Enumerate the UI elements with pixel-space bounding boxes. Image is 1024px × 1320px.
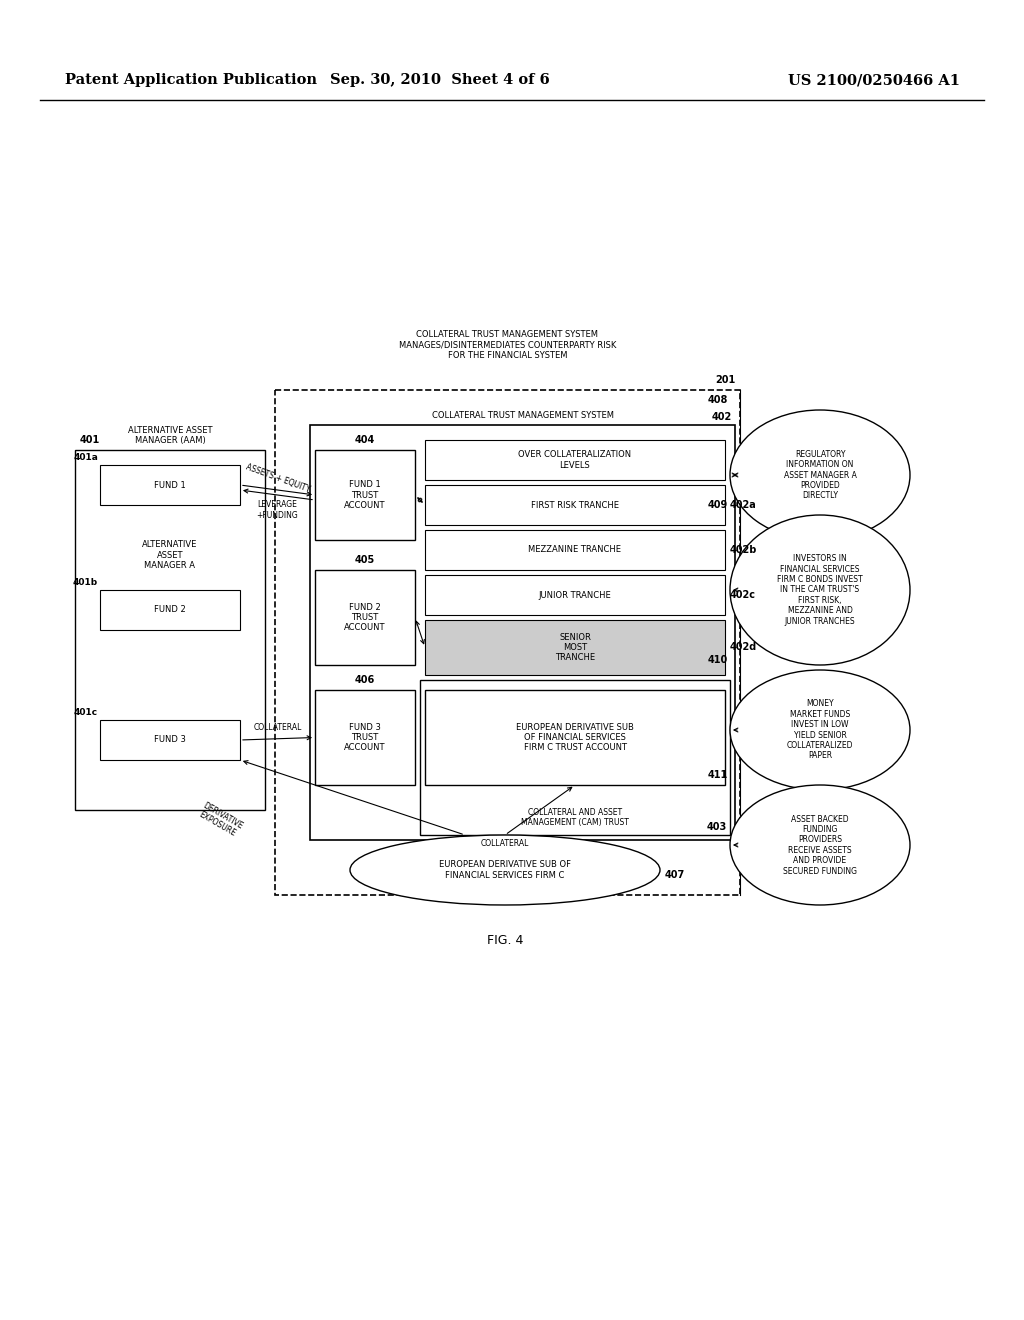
Text: ALTERNATIVE ASSET
MANAGER (AAM): ALTERNATIVE ASSET MANAGER (AAM) [128,425,212,445]
Text: REGULATORY
INFORMATION ON
ASSET MANAGER A
PROVIDED
DIRECTLY: REGULATORY INFORMATION ON ASSET MANAGER … [783,450,856,500]
Text: FUND 2
TRUST
ACCOUNT: FUND 2 TRUST ACCOUNT [344,603,386,632]
Bar [425,620,725,675]
Text: 401c: 401c [74,708,98,717]
Text: 410: 410 [708,655,728,665]
Text: OVER COLLATERALIZATION
LEVELS: OVER COLLATERALIZATION LEVELS [518,450,632,470]
Bar [275,389,740,895]
Text: COLLATERAL: COLLATERAL [481,840,529,847]
Bar [315,690,415,785]
Text: 405: 405 [355,554,375,565]
Text: US 2100/0250466 A1: US 2100/0250466 A1 [788,73,961,87]
Bar [425,576,725,615]
Ellipse shape [730,671,910,789]
Text: 408: 408 [708,395,728,405]
Text: ASSET BACKED
FUNDING
PROVIDERS
RECEIVE ASSETS
AND PROVIDE
SECURED FUNDING: ASSET BACKED FUNDING PROVIDERS RECEIVE A… [783,814,857,875]
Ellipse shape [730,515,910,665]
Ellipse shape [350,836,660,906]
Bar [425,690,725,785]
Text: 409: 409 [708,500,728,510]
Text: LEVERAGE
+FUNDING: LEVERAGE +FUNDING [257,500,298,520]
Text: FUND 3
TRUST
ACCOUNT: FUND 3 TRUST ACCOUNT [344,722,386,752]
Bar [315,450,415,540]
Text: 401a: 401a [73,453,98,462]
Bar [425,440,725,480]
Text: 402a: 402a [730,500,757,510]
Bar [100,590,240,630]
Text: COLLATERAL: COLLATERAL [253,723,302,733]
Text: 402d: 402d [730,643,758,652]
Ellipse shape [730,411,910,540]
Text: 201: 201 [715,375,735,385]
Bar [100,465,240,506]
Bar [315,570,415,665]
Bar [100,719,240,760]
Bar [425,531,725,570]
Text: EUROPEAN DERIVATIVE SUB
OF FINANCIAL SERVICES
FIRM C TRUST ACCOUNT: EUROPEAN DERIVATIVE SUB OF FINANCIAL SER… [516,722,634,752]
Text: 401: 401 [80,436,100,445]
Text: FIG. 4: FIG. 4 [486,933,523,946]
Text: JUNIOR TRANCHE: JUNIOR TRANCHE [539,590,611,599]
Text: Patent Application Publication: Patent Application Publication [65,73,317,87]
Text: Sep. 30, 2010  Sheet 4 of 6: Sep. 30, 2010 Sheet 4 of 6 [330,73,550,87]
Text: FUND 2: FUND 2 [155,606,186,615]
Text: COLLATERAL AND ASSET
MANAGEMENT (CAM) TRUST: COLLATERAL AND ASSET MANAGEMENT (CAM) TR… [521,808,629,828]
Text: 407: 407 [665,870,685,880]
Bar [420,680,730,836]
Text: ALTERNATIVE
ASSET
MANAGER A: ALTERNATIVE ASSET MANAGER A [142,540,198,570]
Text: COLLATERAL TRUST MANAGEMENT SYSTEM
MANAGES/DISINTERMEDIATES COUNTERPARTY RISK
FO: COLLATERAL TRUST MANAGEMENT SYSTEM MANAG… [398,330,616,360]
Text: MEZZANINE TRANCHE: MEZZANINE TRANCHE [528,545,622,554]
Text: ASSETS + EQUITY: ASSETS + EQUITY [244,462,311,494]
Text: 404: 404 [355,436,375,445]
Text: 403: 403 [707,822,727,832]
Text: 406: 406 [355,675,375,685]
Text: FIRST RISK TRANCHE: FIRST RISK TRANCHE [531,500,618,510]
Bar [310,425,735,840]
Text: 411: 411 [708,770,728,780]
Text: 402: 402 [712,412,732,422]
Text: FUND 1: FUND 1 [155,480,186,490]
Text: FUND 3: FUND 3 [154,735,186,744]
Ellipse shape [730,785,910,906]
Text: 402c: 402c [730,590,756,601]
Text: INVESTORS IN
FINANCIAL SERVICES
FIRM C BONDS INVEST
IN THE CAM TRUST'S
FIRST RIS: INVESTORS IN FINANCIAL SERVICES FIRM C B… [777,554,863,626]
Text: COLLATERAL TRUST MANAGEMENT SYSTEM: COLLATERAL TRUST MANAGEMENT SYSTEM [431,411,613,420]
Text: EUROPEAN DERIVATIVE SUB OF
FINANCIAL SERVICES FIRM C: EUROPEAN DERIVATIVE SUB OF FINANCIAL SER… [439,861,571,879]
Bar [75,450,265,810]
Text: MONEY
MARKET FUNDS
INVEST IN LOW
YIELD SENIOR
COLLATERALIZED
PAPER: MONEY MARKET FUNDS INVEST IN LOW YIELD S… [786,700,853,760]
Text: FUND 1
TRUST
ACCOUNT: FUND 1 TRUST ACCOUNT [344,480,386,510]
Text: 402b: 402b [730,545,758,554]
Bar [425,484,725,525]
Text: 401b: 401b [73,578,98,587]
Text: DERIVATIVE
EXPOSURE: DERIVATIVE EXPOSURE [196,800,244,840]
Text: SENIOR
MOST
TRANCHE: SENIOR MOST TRANCHE [555,632,595,663]
